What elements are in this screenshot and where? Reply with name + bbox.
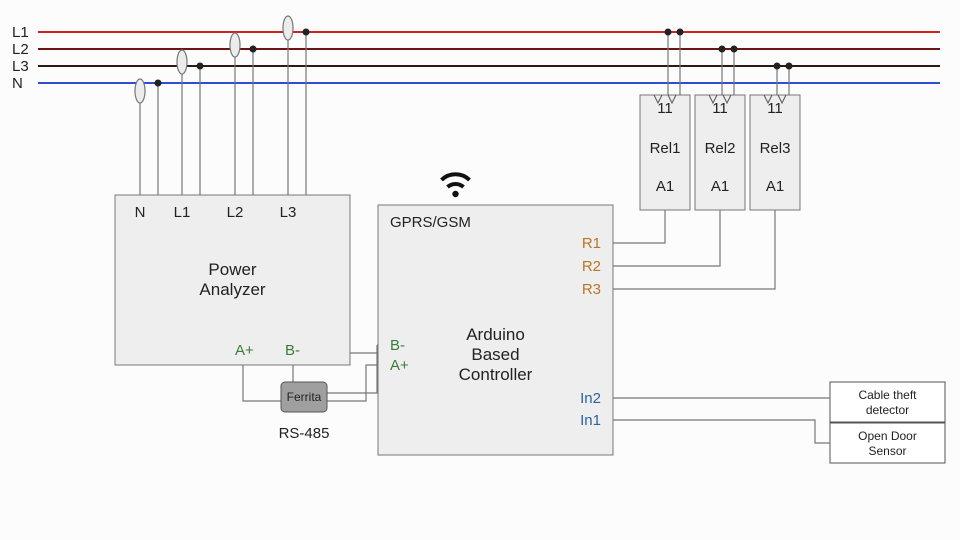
controller-title2: Based [471, 345, 519, 364]
pa-a-plus: A+ [235, 342, 254, 359]
ct-icon [135, 79, 145, 103]
bus-label-l3: L3 [12, 58, 29, 75]
relay-rel2-coil: A1 [711, 178, 729, 195]
rs485-label: RS-485 [279, 425, 330, 442]
controller-protocol: GPRS/GSM [390, 214, 471, 231]
tap-dot-l3 [197, 63, 204, 70]
open-door-label2: Sensor [868, 444, 906, 458]
ctrl-a-plus: A+ [390, 357, 409, 374]
pa-term-l1: L1 [174, 204, 191, 221]
ctrl-r3: R3 [582, 281, 601, 298]
tap-dot-l2 [250, 46, 257, 53]
bus-label-n: N [12, 75, 23, 92]
wifi-icon [442, 174, 470, 180]
cable-theft-label1: Cable theft [858, 388, 917, 402]
power-analyzer-title2: Analyzer [199, 280, 265, 299]
power-analyzer-title: Power [208, 260, 257, 279]
ctrl-b-minus: B- [390, 337, 405, 354]
ctrl-in2: In2 [580, 390, 601, 407]
relay-rel1-coil: A1 [656, 178, 674, 195]
pa-term-l3: L3 [280, 204, 297, 221]
ctrl-r1: R1 [582, 235, 601, 252]
wifi-icon-dot [452, 191, 458, 197]
relay-rel2-in: 11 [712, 100, 728, 117]
wifi-icon-arc2 [448, 184, 464, 187]
relay-rel3-coil: A1 [766, 178, 784, 195]
relay-rel3-name: Rel3 [760, 140, 791, 157]
ctrl-in1: In1 [580, 412, 601, 429]
rs485-a-wire [243, 365, 281, 401]
pa-b-minus: B- [285, 342, 300, 359]
ferrite-label: Ferrita [287, 390, 322, 404]
controller-title1: Arduino [466, 325, 525, 344]
pa-term-n: N [135, 204, 146, 221]
relay-rel1-in: 11 [657, 100, 673, 117]
controller-title3: Controller [459, 365, 533, 384]
relay-rel3-in: 11 [767, 100, 783, 117]
pa-term-l2: L2 [227, 204, 244, 221]
open-door-label1: Open Door [858, 429, 917, 443]
ct-icon [230, 33, 240, 57]
relay-rel1-name: Rel1 [650, 140, 681, 157]
tap-dot-l1 [303, 29, 310, 36]
in1-wire [613, 420, 830, 443]
ct-icon [283, 16, 293, 40]
ct-icon [177, 50, 187, 74]
bus-label-l1: L1 [12, 24, 29, 41]
ctrl-r2: R2 [582, 258, 601, 275]
cable-theft-label2: detector [866, 403, 909, 417]
tap-dot-n [155, 80, 162, 87]
relay-rel2-name: Rel2 [705, 140, 736, 157]
bus-label-l2: L2 [12, 41, 29, 58]
